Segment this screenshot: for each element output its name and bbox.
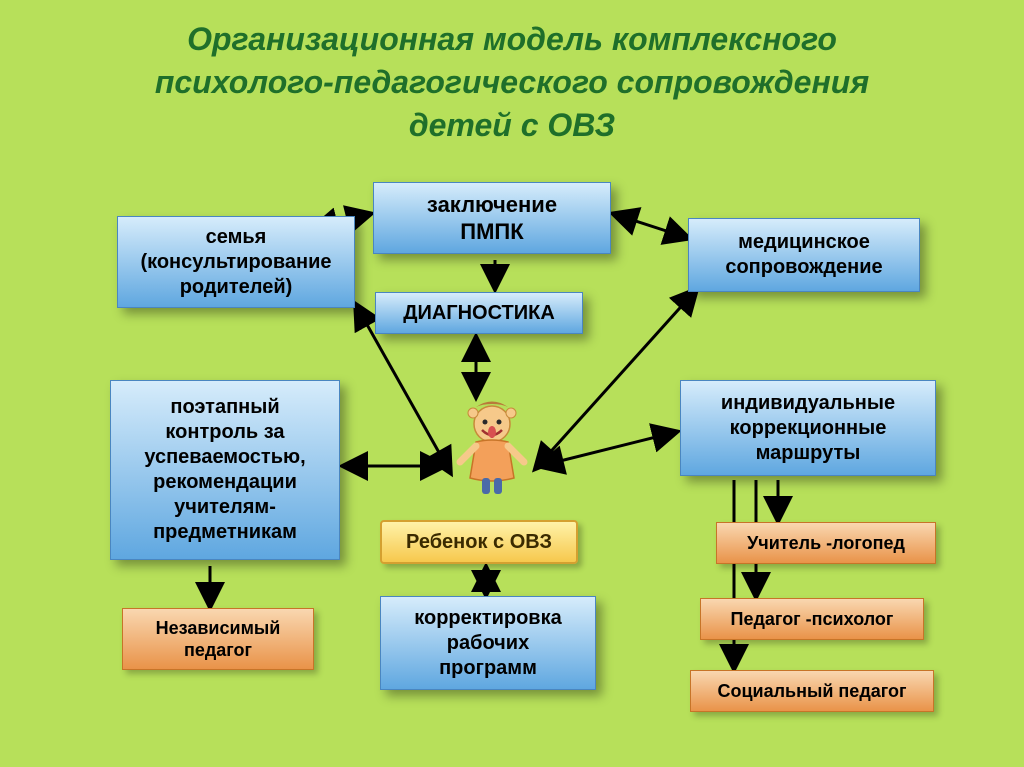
node-label: Педагог -психолог bbox=[731, 608, 894, 631]
node-med: медицинское сопровождение bbox=[688, 218, 920, 292]
node-label: индивидуальные коррекционные маршруты bbox=[721, 391, 895, 466]
node-label: медицинское сопровождение bbox=[725, 230, 882, 280]
node-indep: Независимый педагог bbox=[122, 608, 314, 670]
node-correction: корректировка рабочих программ bbox=[380, 596, 596, 690]
node-pmpk: заключение ПМПК bbox=[373, 182, 611, 254]
node-label: Социальный педагог bbox=[717, 680, 906, 703]
node-label: ДИАГНОСТИКА bbox=[403, 301, 555, 326]
node-label: Ребенок с ОВЗ bbox=[406, 530, 552, 555]
child-figure-icon bbox=[452, 398, 532, 498]
node-psycho: Педагог -психолог bbox=[700, 598, 924, 640]
diagram-title: Организационная модель комплексного псих… bbox=[0, 18, 1024, 148]
node-logoped: Учитель -логопед bbox=[716, 522, 936, 564]
node-diag: ДИАГНОСТИКА bbox=[375, 292, 583, 334]
node-label: заключение ПМПК bbox=[427, 191, 557, 246]
node-label: Независимый педагог bbox=[156, 617, 281, 662]
title-line-2: психолого-педагогического сопровождения bbox=[0, 61, 1024, 104]
node-social: Социальный педагог bbox=[690, 670, 934, 712]
node-control: поэтапный контроль за успеваемостью, рек… bbox=[110, 380, 340, 560]
node-label: Учитель -логопед bbox=[747, 532, 905, 555]
node-child_ovz: Ребенок с ОВЗ bbox=[380, 520, 578, 564]
title-line-1: Организационная модель комплексного bbox=[0, 18, 1024, 61]
node-routes: индивидуальные коррекционные маршруты bbox=[680, 380, 936, 476]
title-line-3: детей с ОВЗ bbox=[0, 104, 1024, 147]
node-family: семья (консультирование родителей) bbox=[117, 216, 355, 308]
node-label: поэтапный контроль за успеваемостью, рек… bbox=[144, 395, 305, 545]
node-label: семья (консультирование родителей) bbox=[140, 225, 331, 300]
node-label: корректировка рабочих программ bbox=[414, 606, 561, 681]
